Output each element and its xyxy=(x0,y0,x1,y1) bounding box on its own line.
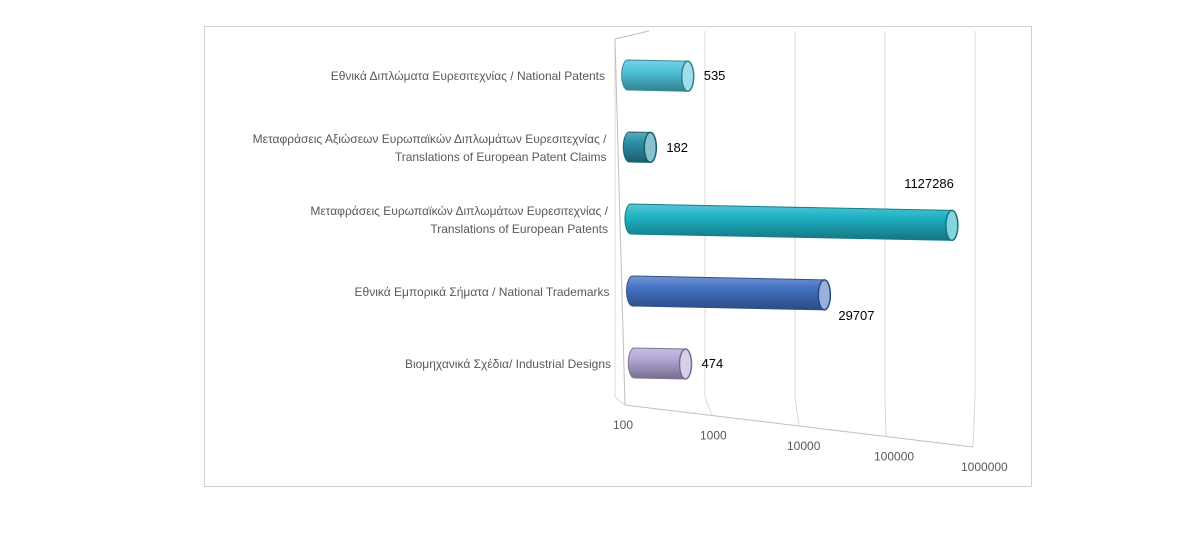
data-label: 1127286 xyxy=(904,176,954,191)
floor-edge xyxy=(624,404,974,448)
bar xyxy=(621,59,695,92)
labels-layer: 100 1000 10000 100000 1000000 535 Εθνικά Διπλώ… xyxy=(253,68,1008,474)
data-label: 182 xyxy=(666,140,688,155)
bar-end-cap xyxy=(643,131,658,164)
bars-layer xyxy=(621,59,959,380)
category-label: Μεταφράσεις Ευρωπαϊκών Διπλωμάτων Ευρεσι… xyxy=(310,204,608,218)
category-label: Translations of European Patent Claims xyxy=(395,150,607,164)
x-tick-label: 1000000 xyxy=(961,460,1008,474)
x-tick-label: 10000 xyxy=(787,439,821,453)
category-label: Translations of European Patents xyxy=(430,222,608,236)
bar xyxy=(624,203,959,242)
bar-body xyxy=(624,203,959,241)
chart-frame: 100 1000 10000 100000 1000000 535 Εθνικά Διπλώ… xyxy=(204,26,1032,487)
gridline-floor xyxy=(614,396,626,406)
data-label: 535 xyxy=(704,68,726,83)
category-label: Εθνικά Διπλώματα Ευρεσιτεχνίας / Nationa… xyxy=(331,69,605,83)
x-tick-label: 100 xyxy=(613,418,633,432)
bar-end-cap xyxy=(680,60,695,92)
x-tick-label: 100000 xyxy=(874,450,914,464)
bar-end-cap xyxy=(945,209,959,242)
bar-end-cap xyxy=(817,279,832,311)
x-tick-label: 1000 xyxy=(700,429,727,443)
data-label: 474 xyxy=(702,356,724,371)
wall-edge xyxy=(614,30,650,40)
bar xyxy=(626,275,832,311)
category-label: Μεταφράσεις Αξιώσεων Ευρωπαϊκών Διπλωμάτ… xyxy=(253,132,608,146)
category-label: Εθνικά Εμπορικά Σήματα / National Tradem… xyxy=(355,285,610,299)
gridline-floor xyxy=(972,396,976,448)
gridline-floor xyxy=(794,396,800,427)
chart: 100 1000 10000 100000 1000000 535 Εθνικά Διπλώ… xyxy=(253,30,1008,474)
gridline-floor xyxy=(704,396,713,416)
bar-end-cap xyxy=(678,348,693,380)
category-label: Βιομηχανικά Σχέδια/ Industrial Designs xyxy=(405,357,611,371)
bar xyxy=(622,131,658,164)
data-label: 29707 xyxy=(838,308,874,323)
bar-body xyxy=(626,275,831,311)
axis-line xyxy=(614,38,626,406)
gridline-floor xyxy=(884,396,887,437)
bar xyxy=(627,347,693,380)
